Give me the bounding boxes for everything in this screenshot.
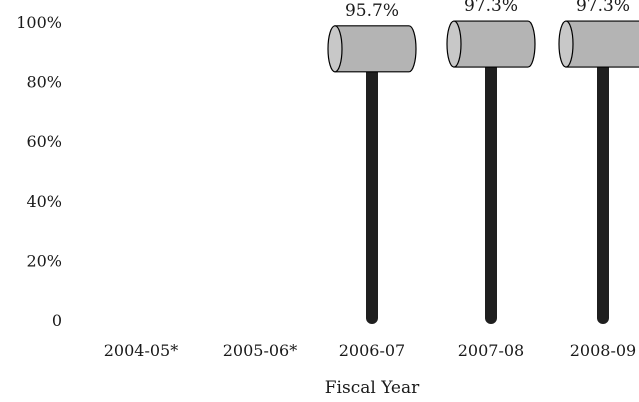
data-label: 97.3% [576, 0, 630, 16]
x-tick-label: 2008-09 [570, 341, 636, 360]
gavel-head [334, 25, 417, 73]
x-tick-label: 2005-06* [223, 341, 297, 360]
y-tick-label: 40% [26, 192, 62, 211]
y-tick-label: 20% [26, 251, 62, 270]
y-tick-label: 100% [16, 13, 62, 32]
y-axis-ticks: 0 20% 40% 60% 80% 100% [16, 13, 62, 330]
gavel-head [565, 20, 639, 68]
gavel-head [453, 20, 536, 68]
gavel-head-cap [558, 20, 574, 68]
y-tick-label: 0 [52, 311, 62, 330]
x-tick-label: 2004-05* [104, 341, 178, 360]
x-tick-label: 2006-07 [339, 341, 405, 360]
gavel-bars: 95.7% 97.3% 97.3% [327, 0, 639, 324]
y-tick-label: 60% [26, 132, 62, 151]
gavel-bar: 95.7% [327, 1, 417, 324]
gavel-head-cap [327, 25, 343, 73]
x-tick-label: 2007-08 [458, 341, 524, 360]
x-axis-title: Fiscal Year [325, 378, 420, 398]
x-axis-ticks: 2004-05* 2005-06* 2006-07 2007-08 2008-09 [104, 341, 636, 360]
y-tick-label: 80% [26, 73, 62, 92]
data-label: 97.3% [464, 0, 518, 16]
gavel-head-cap [446, 20, 462, 68]
gavel-bar: 97.3% [446, 0, 536, 324]
data-label: 95.7% [345, 1, 399, 21]
gavel-bar: 97.3% [558, 0, 639, 324]
